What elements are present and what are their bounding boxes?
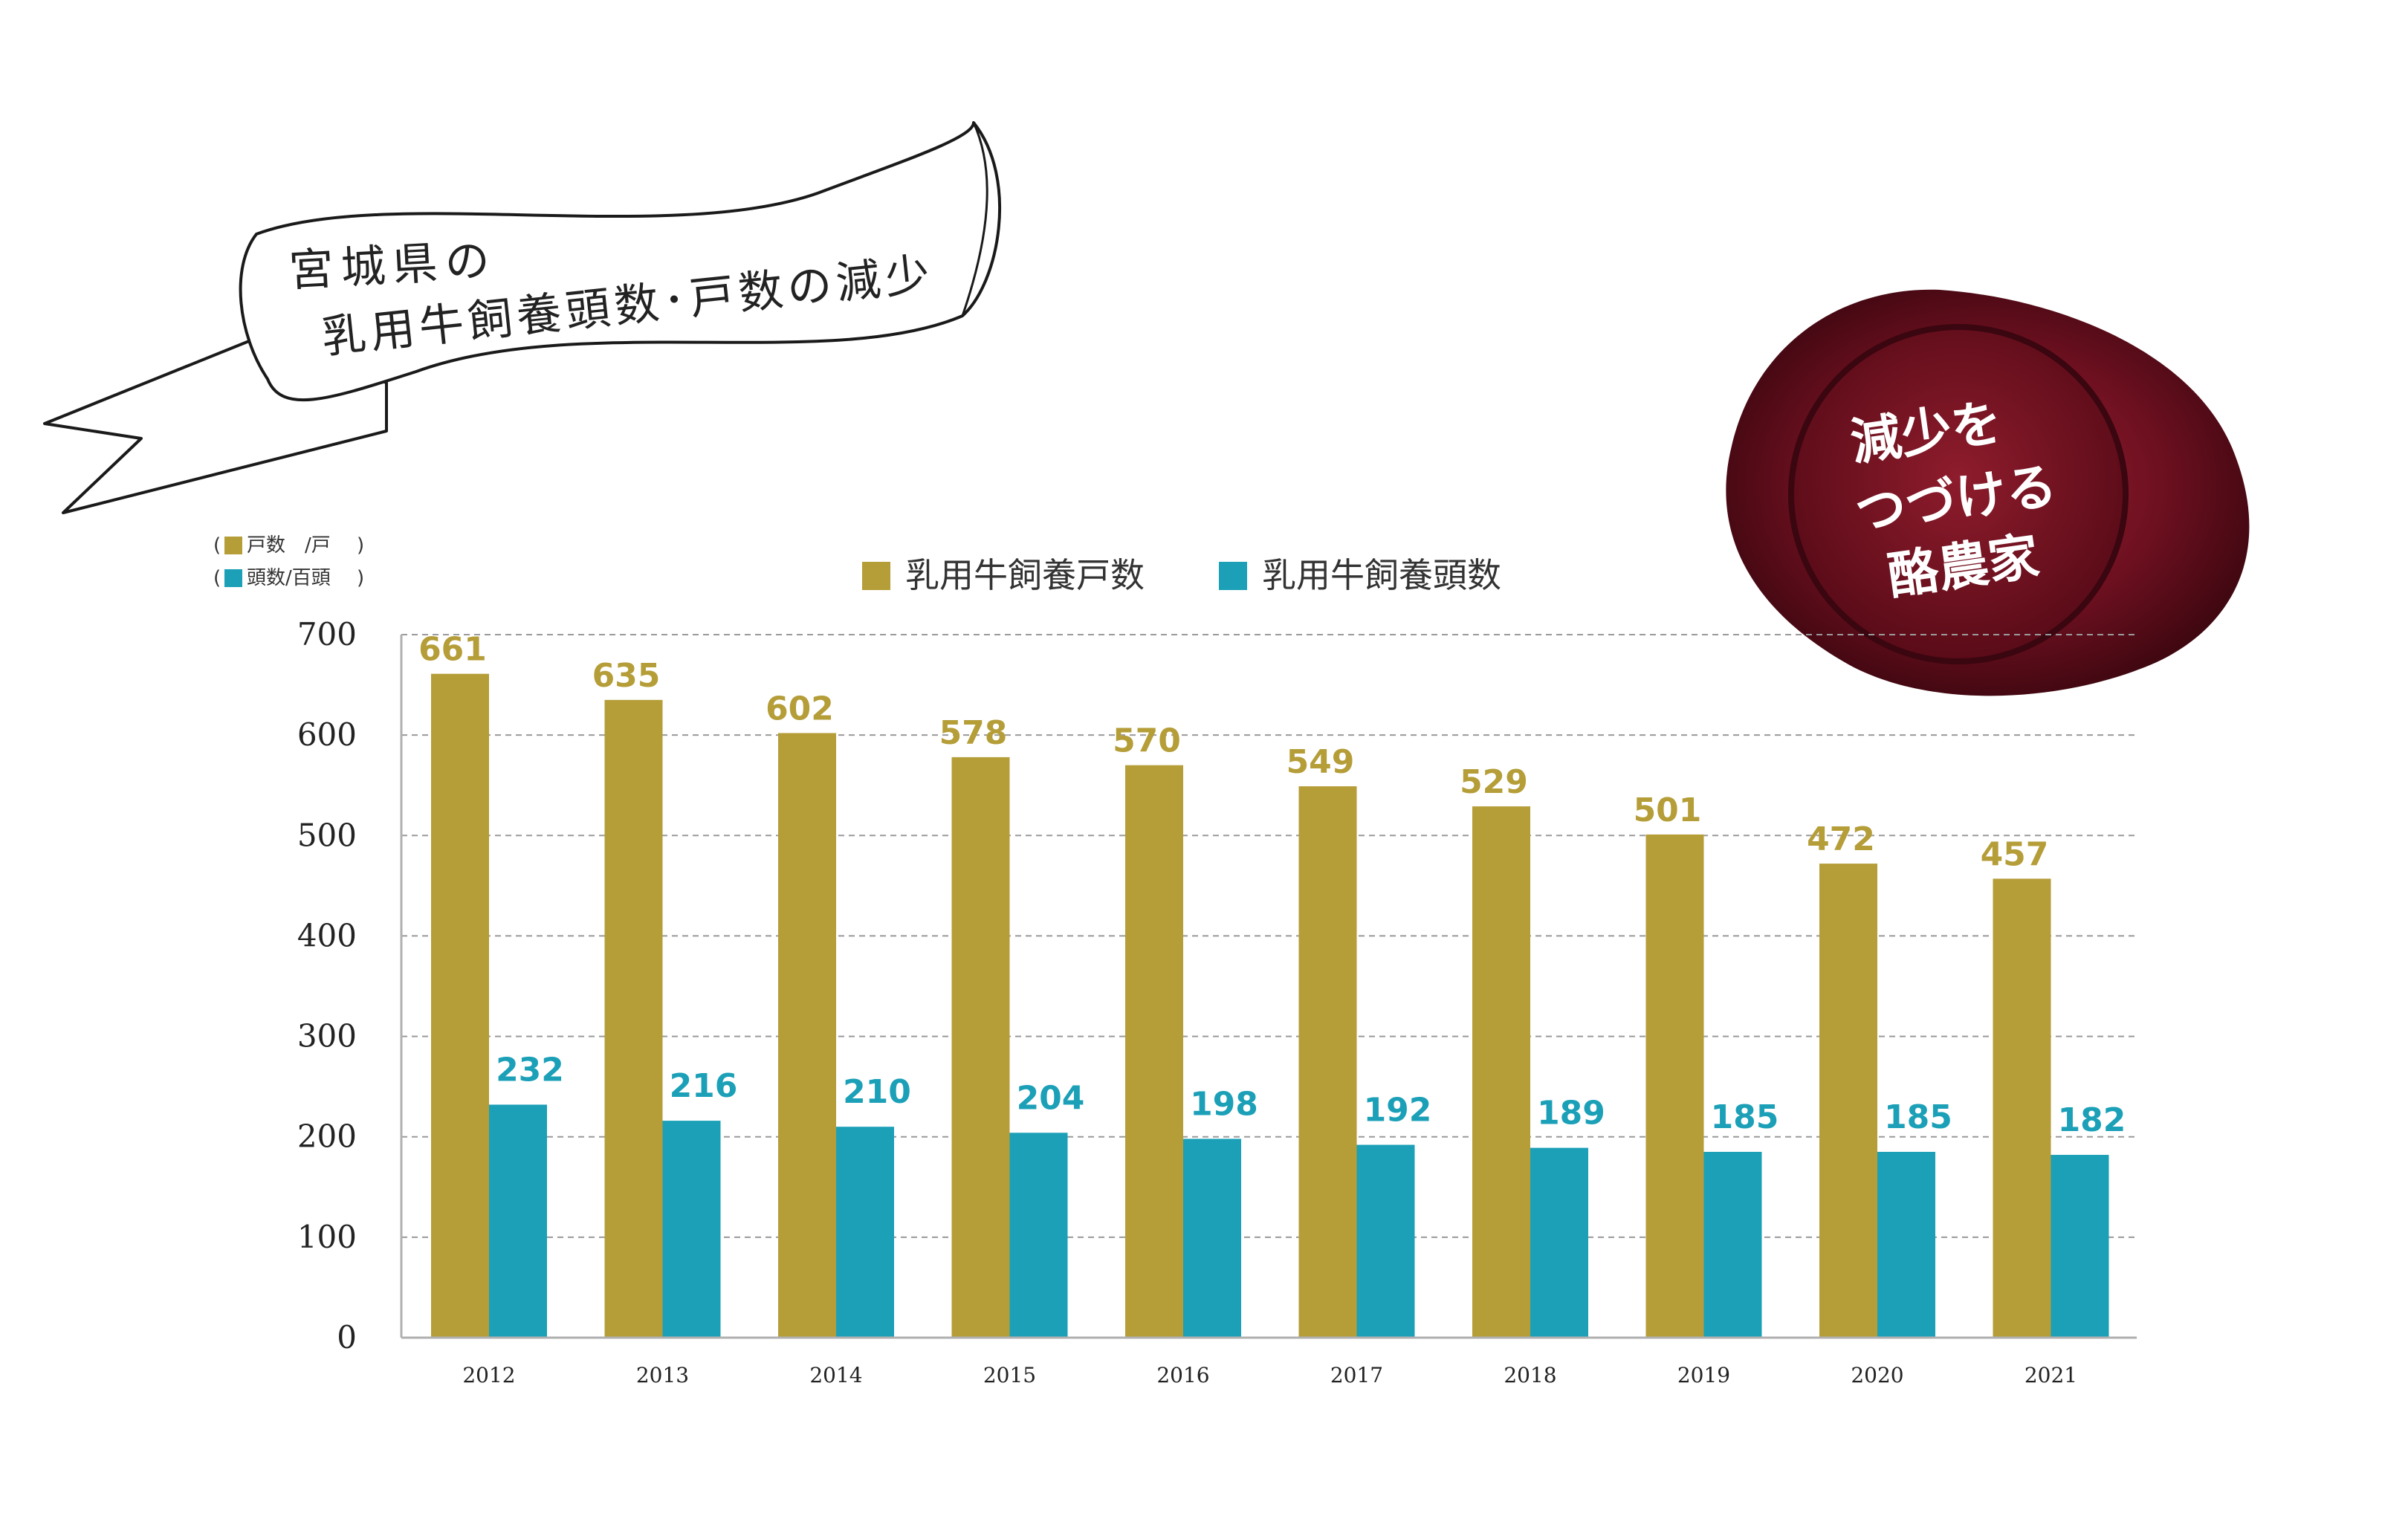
wax-seal: 減少を つづける 酪農家 xyxy=(1726,289,2250,696)
bars xyxy=(431,673,2109,1338)
x-tick-label: 2019 xyxy=(1677,1363,1730,1387)
unit-paren-open-2: ( xyxy=(213,567,221,589)
x-axis-ticks: 2012 2013 2014 2015 2016 2017 2018 2019 2020 2021 xyxy=(462,1363,2077,1387)
bar-households-2012 xyxy=(431,673,489,1338)
data-label-heads-2016: 198 xyxy=(1190,1085,1258,1123)
unit-paren-close-2: ) xyxy=(357,567,364,589)
bar-households-2013 xyxy=(604,699,663,1338)
data-label-heads-2014: 210 xyxy=(843,1073,911,1111)
y-tick-label: 300 xyxy=(297,1018,357,1055)
x-tick-label: 2014 xyxy=(809,1363,862,1387)
unit-paren-close-1: ) xyxy=(357,534,364,557)
bar-heads-2017 xyxy=(1356,1144,1415,1338)
bar-households-2017 xyxy=(1298,786,1357,1338)
bar-households-2021 xyxy=(1993,878,2051,1338)
data-label-heads-2019: 185 xyxy=(1711,1098,1779,1136)
unit-paren-open-1: ( xyxy=(213,534,221,557)
bar-households-2014 xyxy=(778,733,836,1338)
ribbon-end-fold xyxy=(961,122,988,317)
x-tick-label: 2012 xyxy=(462,1363,515,1387)
bar-heads-2016 xyxy=(1183,1138,1241,1338)
data-label-households-2016: 570 xyxy=(1113,722,1181,760)
bar-heads-2021 xyxy=(2051,1155,2109,1338)
ribbon-body xyxy=(239,121,1001,402)
data-label-heads-2020: 185 xyxy=(1884,1098,1952,1136)
x-tick-label: 2021 xyxy=(2025,1363,2077,1387)
bar-heads-2018 xyxy=(1530,1147,1588,1338)
x-tick-label: 2020 xyxy=(1851,1363,1903,1387)
y-tick-label: 600 xyxy=(297,716,357,753)
legend-label-households: 乳用牛飼養戸数 xyxy=(905,555,1145,595)
data-label-heads-2018: 189 xyxy=(1537,1095,1605,1133)
data-label-households-2021: 457 xyxy=(1981,835,2049,873)
bar-heads-2014 xyxy=(836,1127,894,1338)
legend-swatch-heads xyxy=(1219,562,1247,590)
legend-swatch-households xyxy=(862,562,890,590)
seal-inner-disc xyxy=(1788,324,2129,664)
unit-swatch-households xyxy=(224,537,242,554)
data-label-heads-2012: 232 xyxy=(496,1051,564,1089)
bar-heads-2013 xyxy=(662,1121,721,1338)
x-tick-label: 2013 xyxy=(636,1363,689,1387)
data-label-households-2017: 549 xyxy=(1286,743,1355,781)
y-tick-label: 700 xyxy=(297,616,357,652)
y-axis-ticks: 0 100 200 300 400 500 600 700 xyxy=(297,616,357,1355)
y-tick-label: 500 xyxy=(297,817,357,853)
y-tick-label: 200 xyxy=(297,1118,357,1155)
y-tick-label: 100 xyxy=(297,1219,357,1255)
legend: 乳用牛飼養戸数 乳用牛飼養頭数 xyxy=(862,555,1501,595)
y-tick-label: 400 xyxy=(297,917,357,953)
unit-swatch-heads xyxy=(224,569,242,587)
data-label-households-2020: 472 xyxy=(1807,820,1875,858)
data-labels: 661 232 635 216 602 210 578 204 570 198 549 192 529 1… xyxy=(418,631,2126,1139)
data-label-households-2018: 529 xyxy=(1460,763,1528,801)
data-label-households-2012: 661 xyxy=(418,631,487,669)
title-ribbon xyxy=(43,121,1001,514)
legend-label-heads: 乳用牛飼養頭数 xyxy=(1262,555,1501,595)
data-label-heads-2015: 204 xyxy=(1017,1079,1085,1117)
gridlines xyxy=(401,634,2137,1238)
bar-households-2018 xyxy=(1472,806,1530,1338)
unit-heads: 頭数/百頭 xyxy=(247,567,331,589)
bar-households-2015 xyxy=(951,757,1010,1338)
bar-households-2019 xyxy=(1645,834,1704,1338)
data-label-households-2013: 635 xyxy=(592,657,661,695)
data-label-heads-2013: 216 xyxy=(670,1067,738,1105)
x-tick-label: 2015 xyxy=(983,1363,1036,1387)
data-label-households-2014: 602 xyxy=(766,690,834,728)
bar-heads-2020 xyxy=(1877,1151,1935,1338)
data-label-households-2015: 578 xyxy=(939,714,1008,752)
x-tick-label: 2018 xyxy=(1504,1363,1556,1387)
y-tick-label: 0 xyxy=(337,1319,357,1355)
x-tick-label: 2017 xyxy=(1330,1363,1383,1387)
unit-households: 戸数 /戸 xyxy=(247,534,331,557)
unit-notes: ( 戸数 /戸 ) ( 頭数/百頭 ) xyxy=(213,534,364,589)
bar-heads-2015 xyxy=(1009,1133,1068,1338)
x-tick-label: 2016 xyxy=(1156,1363,1209,1387)
data-label-heads-2021: 182 xyxy=(2058,1101,2126,1139)
bar-heads-2019 xyxy=(1703,1151,1762,1338)
data-label-heads-2017: 192 xyxy=(1364,1092,1432,1130)
data-label-households-2019: 501 xyxy=(1634,791,1702,829)
bar-households-2020 xyxy=(1819,864,1877,1338)
bar-heads-2012 xyxy=(489,1104,547,1338)
banner-line1: 宮城県の xyxy=(288,234,498,297)
bar-households-2016 xyxy=(1125,765,1183,1338)
